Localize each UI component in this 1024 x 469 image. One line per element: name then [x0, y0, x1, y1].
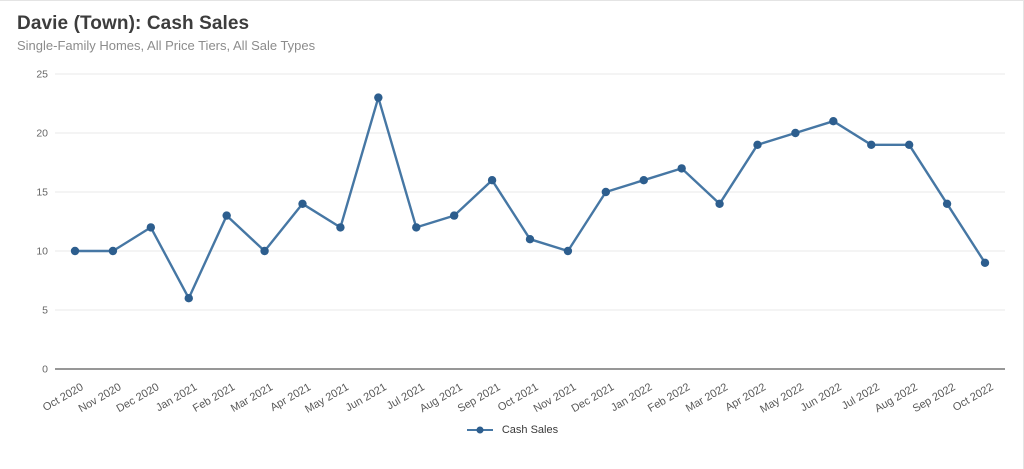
x-tick-label: Feb 2022: [646, 381, 692, 415]
data-point[interactable]: [260, 246, 269, 256]
y-tick-label: 10: [36, 246, 48, 258]
data-point[interactable]: [867, 140, 876, 149]
legend: Cash Sales: [0, 424, 1023, 436]
x-tick-label: May 2021: [303, 381, 351, 416]
legend-label: Cash Sales: [501, 424, 559, 436]
data-point[interactable]: [904, 140, 914, 149]
data-point[interactable]: [298, 199, 307, 208]
y-tick-label: 25: [36, 69, 48, 81]
data-point[interactable]: [184, 294, 193, 303]
x-tick-label: Nov 2021: [532, 381, 579, 415]
x-tick-label: Oct 2022: [951, 381, 996, 414]
legend-line-marker-icon: [466, 426, 493, 434]
data-point[interactable]: [222, 211, 231, 220]
x-tick-label: Jan 2022: [609, 381, 654, 414]
data-point[interactable]: [374, 93, 383, 102]
x-tick-label: Dec 2020: [115, 381, 162, 415]
x-tick-label: Aug 2022: [873, 381, 920, 415]
data-point[interactable]: [753, 140, 762, 149]
x-tick-label: Jun 2021: [344, 381, 389, 414]
x-tick-label: Feb 2021: [191, 381, 237, 415]
data-point[interactable]: [449, 211, 459, 220]
x-tick-label: Jan 2021: [154, 381, 199, 414]
legend-item-cash-sales[interactable]: Cash Sales: [465, 424, 558, 436]
data-point[interactable]: [715, 199, 724, 208]
data-point[interactable]: [791, 128, 800, 138]
y-tick-label: 5: [42, 305, 48, 317]
x-tick-label: Dec 2021: [570, 381, 617, 415]
data-point[interactable]: [639, 176, 648, 185]
data-point[interactable]: [412, 223, 421, 232]
x-tick-label: Sep 2021: [456, 381, 503, 415]
data-point[interactable]: [980, 258, 990, 267]
x-tick-label: Aug 2021: [418, 381, 465, 415]
x-tick-label: Mar 2021: [229, 381, 275, 415]
y-tick-label: 0: [42, 364, 48, 376]
data-point[interactable]: [601, 187, 611, 197]
series-line-cash-sales: [73, 96, 987, 300]
chart-subtitle: Single-Family Homes, All Price Tiers, Al…: [17, 38, 316, 53]
x-tick-label: Mar 2022: [684, 381, 730, 415]
y-tick-label: 20: [36, 128, 48, 140]
plot-area: 25 20 15 10 5 0 Oct 2020 Nov 2020 Dec 2020 Jan 20…: [0, 61, 1024, 421]
data-point[interactable]: [336, 223, 345, 232]
data-point[interactable]: [70, 246, 80, 256]
data-point[interactable]: [563, 246, 573, 256]
data-point[interactable]: [487, 176, 497, 185]
x-tick-label: Nov 2020: [77, 381, 124, 415]
data-point[interactable]: [108, 246, 118, 256]
y-tick-label: 15: [36, 187, 48, 199]
chart-title: Davie (Town): Cash Sales: [17, 13, 250, 34]
data-point[interactable]: [942, 199, 952, 208]
x-tick-label: Sep 2022: [911, 381, 958, 415]
data-point[interactable]: [146, 223, 156, 232]
x-tick-label: May 2022: [758, 381, 806, 416]
data-point[interactable]: [829, 117, 838, 126]
x-tick-label: Jun 2022: [799, 381, 844, 414]
data-point[interactable]: [677, 164, 686, 173]
data-point[interactable]: [525, 235, 535, 244]
chart-header: Davie (Town): Cash Sales Single-Family H…: [0, 1, 1023, 53]
